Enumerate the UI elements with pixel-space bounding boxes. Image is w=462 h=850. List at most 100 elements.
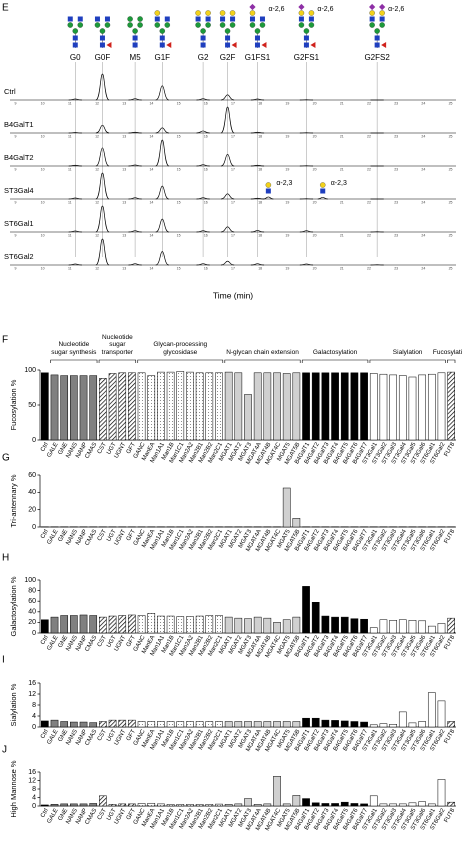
peak — [196, 197, 210, 200]
bar — [176, 804, 185, 807]
peak — [95, 147, 110, 167]
y-tick-label: 8 — [32, 702, 36, 709]
x-tick-label: FUT8 — [444, 441, 457, 458]
y-tick-label: 16 — [28, 680, 36, 687]
glycan-mannose — [132, 28, 138, 34]
glycan-mannose — [127, 22, 133, 28]
glycan-galactose — [319, 182, 326, 188]
x-tick-label: 21 — [340, 266, 344, 270]
group-label: N-glycan chain extension — [226, 348, 299, 356]
bar — [99, 616, 107, 634]
bar — [350, 803, 359, 807]
bar — [379, 723, 388, 728]
bar — [331, 372, 339, 441]
peak — [220, 226, 235, 233]
glycan-glcnac — [104, 16, 110, 22]
x-tick-label: GFT — [126, 808, 137, 822]
bar — [331, 720, 339, 728]
bar — [244, 798, 252, 807]
x-tick-label: 15 — [177, 233, 181, 237]
peak — [128, 131, 142, 134]
x-tick-label: 22 — [367, 266, 371, 270]
bar — [418, 801, 426, 807]
x-tick-label: 21 — [340, 200, 344, 204]
glycan-glcnac — [67, 16, 73, 22]
group-bracket — [137, 359, 224, 363]
x-tick-label: 16 — [204, 101, 208, 105]
group-bracket — [98, 359, 137, 363]
bar — [79, 721, 88, 728]
x-tick-label: 9 — [14, 167, 16, 171]
glycan-mannose — [94, 22, 101, 28]
x-tick-label: 14 — [149, 233, 153, 237]
bar — [118, 803, 127, 807]
peak — [220, 153, 235, 167]
y-axis-title: High Mannose % — [9, 760, 18, 817]
x-tick-label: GFT — [126, 529, 137, 543]
y-tick-label: 20 — [28, 507, 36, 514]
glycan-mannose — [137, 22, 143, 28]
glycan-glcnac — [303, 42, 309, 48]
glycan-sialic — [379, 3, 386, 11]
bar — [147, 613, 156, 634]
glycan-glcnac — [154, 16, 160, 22]
bar — [447, 371, 455, 441]
x-tick-label: Ctrl — [40, 808, 50, 819]
glycan-fucose — [231, 42, 237, 48]
x-tick-label: 18 — [258, 134, 262, 138]
x-tick-label: 14 — [149, 134, 153, 138]
x-tick-label: 17 — [231, 233, 235, 237]
x-tick-label: 11 — [68, 200, 72, 204]
bar — [321, 803, 330, 807]
bar — [302, 372, 310, 441]
x-tick-label: 10 — [41, 233, 45, 237]
glycan-mannose — [298, 22, 305, 28]
peak-label: G1FS1 — [245, 53, 271, 62]
bar — [321, 719, 330, 728]
bar — [292, 795, 301, 807]
bar — [215, 803, 223, 807]
trace-label: B4GalT2 — [4, 153, 34, 162]
bar — [398, 711, 407, 728]
bar — [224, 371, 233, 441]
panel-letter: J — [2, 745, 7, 756]
x-tick-label: 10 — [41, 200, 45, 204]
bar — [379, 373, 388, 441]
peak — [68, 98, 82, 101]
y-tick-label: 40 — [28, 489, 36, 496]
bar — [302, 798, 310, 807]
bar — [79, 614, 88, 634]
bar — [50, 804, 59, 807]
x-tick-label: 11 — [68, 266, 72, 270]
x-tick-label: 13 — [122, 233, 126, 237]
trace-label: ST6Gal1 — [4, 219, 34, 228]
bar — [224, 721, 233, 728]
glycan-mannose — [254, 28, 261, 34]
glycan-galactose — [229, 10, 236, 16]
bar — [176, 721, 185, 728]
peak — [220, 106, 235, 134]
x-tick-label: 15 — [177, 101, 181, 105]
bar — [408, 722, 417, 728]
x-tick-label: UGT — [106, 442, 118, 456]
x-tick-label: FUT8 — [444, 528, 457, 545]
glycan-glcnac — [320, 188, 326, 194]
x-tick-label: 9 — [14, 101, 16, 105]
bar — [389, 620, 397, 634]
bar — [41, 804, 49, 807]
bar — [340, 801, 349, 807]
peak-label: G0 — [70, 53, 81, 62]
bar — [79, 375, 88, 441]
x-tick-label: 24 — [421, 134, 425, 138]
x-tick-label: Ctrl — [40, 729, 50, 740]
bar — [379, 619, 388, 634]
bar — [427, 692, 436, 728]
glycan-galactose — [298, 10, 305, 16]
glycan-mannose — [374, 28, 380, 34]
bar — [186, 804, 194, 807]
glycan-mannose — [99, 28, 106, 34]
bar — [224, 804, 233, 807]
x-tick-label: CST — [97, 634, 108, 648]
x-tick-label: FUT8 — [444, 728, 457, 745]
